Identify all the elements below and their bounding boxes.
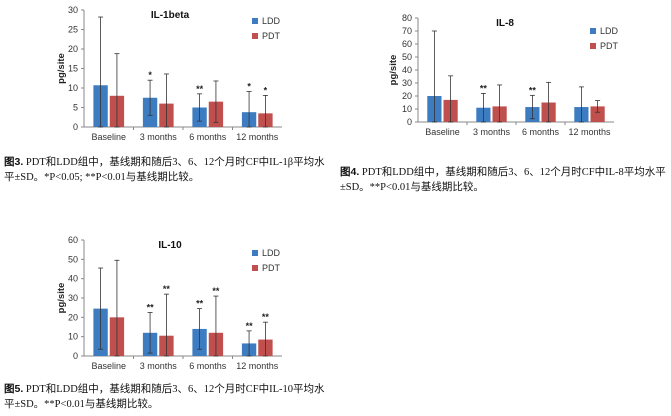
significance-marker: ** bbox=[212, 286, 220, 296]
legend-swatch-ldd bbox=[590, 28, 596, 34]
chart-il1beta: IL-1beta pg/site 0 5 10 15 20 25 30 Baseline 3 mon… bbox=[56, 5, 282, 142]
legend-label-pdt: PDT bbox=[600, 41, 619, 51]
legend-swatch-ldd bbox=[252, 250, 258, 256]
y-tick-label: 10 bbox=[68, 83, 78, 93]
y-tick-label: 60 bbox=[68, 235, 78, 245]
y-tick-label: 20 bbox=[402, 91, 412, 101]
caption-label: 图5. bbox=[4, 383, 24, 395]
chart-title: IL-10 bbox=[158, 240, 182, 251]
chart-panel-il10: IL-10 pg/site 0 10 20 30 40 50 60 Baseline 3 month… bbox=[0, 228, 340, 416]
x-tick-label: Baseline bbox=[425, 127, 460, 137]
y-tick-label: 15 bbox=[68, 64, 78, 74]
x-tick-label: 3 months bbox=[140, 361, 178, 371]
y-tick-label: 60 bbox=[402, 39, 412, 49]
y-tick-label: 0 bbox=[407, 117, 412, 127]
y-axis-label: pg/site bbox=[56, 283, 67, 314]
y-axis-label: pg/site bbox=[388, 55, 399, 86]
caption-text: PDT和LDD组中，基线期和随后3、6、12个月时CF中IL-10平均水平±SD… bbox=[4, 384, 325, 410]
y-tick-label: 0 bbox=[73, 122, 78, 132]
legend-swatch-pdt bbox=[590, 43, 596, 49]
significance-marker: ** bbox=[147, 303, 155, 313]
x-tick-label: Baseline bbox=[91, 361, 126, 371]
y-tick-label: 20 bbox=[68, 44, 78, 54]
significance-marker: * bbox=[264, 85, 268, 95]
y-tick-label: 10 bbox=[68, 332, 78, 342]
y-tick-label: 30 bbox=[68, 293, 78, 303]
x-tick-label: 3 months bbox=[140, 132, 178, 142]
legend-label-ldd: LDD bbox=[262, 16, 281, 26]
legend-label-pdt: PDT bbox=[262, 263, 281, 273]
y-tick-label: 40 bbox=[402, 65, 412, 75]
chart-il8: IL-8 pg/site 0 10 20 30 40 50 60 70 80 Baseline 3 mo… bbox=[388, 13, 619, 137]
caption-text: PDT和LDD组中，基线期和随后3、6、12个月时CF中IL-8平均水平±SD。… bbox=[340, 167, 666, 193]
chart-panel-il1beta: IL-1beta pg/site 0 5 10 15 20 25 30 Baseline 3 mon… bbox=[0, 0, 340, 190]
chart-title: IL-1beta bbox=[151, 10, 190, 21]
x-tick-label: 6 months bbox=[189, 361, 227, 371]
legend-swatch-ldd bbox=[252, 18, 258, 24]
y-tick-label: 30 bbox=[68, 5, 78, 15]
significance-marker: * bbox=[247, 82, 251, 92]
significance-marker: ** bbox=[196, 84, 204, 94]
significance-marker: * bbox=[148, 70, 152, 80]
x-tick-label: 3 months bbox=[473, 127, 511, 137]
significance-marker: ** bbox=[529, 85, 537, 95]
y-tick-label: 50 bbox=[402, 52, 412, 62]
significance-marker: ** bbox=[196, 299, 204, 309]
y-tick-label: 20 bbox=[68, 312, 78, 322]
legend-label-ldd: LDD bbox=[262, 248, 281, 258]
y-tick-label: 5 bbox=[73, 103, 78, 113]
caption-label: 图3. bbox=[4, 156, 24, 168]
y-tick-label: 0 bbox=[73, 351, 78, 361]
chart-title: IL-8 bbox=[496, 18, 514, 29]
y-tick-label: 25 bbox=[68, 25, 78, 35]
x-tick-label: 12 months bbox=[236, 361, 279, 371]
legend-label-pdt: PDT bbox=[262, 31, 281, 41]
x-tick-label: 6 months bbox=[522, 127, 560, 137]
y-tick-label: 40 bbox=[68, 274, 78, 284]
figure-caption-5: 图5. PDT和LDD组中，基线期和随后3、6、12个月时CF中IL-10平均水… bbox=[4, 382, 334, 412]
significance-marker: ** bbox=[246, 321, 254, 331]
y-tick-label: 50 bbox=[68, 254, 78, 264]
caption-text: PDT和LDD组中，基线期和随后3、6、12个月时CF中IL-1β平均水平±SD… bbox=[4, 157, 325, 183]
figure-caption-3: 图3. PDT和LDD组中，基线期和随后3、6、12个月时CF中IL-1β平均水… bbox=[4, 155, 334, 185]
y-tick-label: 30 bbox=[402, 78, 412, 88]
x-tick-label: 12 months bbox=[568, 127, 611, 137]
legend-swatch-pdt bbox=[252, 265, 258, 271]
x-tick-label: Baseline bbox=[91, 132, 126, 142]
x-tick-label: 6 months bbox=[189, 132, 227, 142]
y-axis-label: pg/site bbox=[56, 53, 67, 84]
y-tick-label: 80 bbox=[402, 13, 412, 23]
figure-caption-4: 图4. PDT和LDD组中，基线期和随后3、6、12个月时CF中IL-8平均水平… bbox=[340, 165, 670, 195]
significance-marker: ** bbox=[262, 312, 270, 322]
legend-swatch-pdt bbox=[252, 33, 258, 39]
y-tick-label: 10 bbox=[402, 104, 412, 114]
significance-marker: ** bbox=[163, 284, 171, 294]
caption-label: 图4. bbox=[340, 166, 360, 178]
y-tick-label: 70 bbox=[402, 26, 412, 36]
chart-il10: IL-10 pg/site 0 10 20 30 40 50 60 Baseline 3 month… bbox=[56, 235, 282, 371]
chart-panel-il8: IL-8 pg/site 0 10 20 30 40 50 60 70 80 Baseline 3 mo… bbox=[336, 0, 671, 200]
bar-pdt bbox=[590, 106, 605, 122]
legend-label-ldd: LDD bbox=[600, 26, 619, 36]
x-tick-label: 12 months bbox=[236, 132, 279, 142]
significance-marker: ** bbox=[480, 83, 488, 93]
